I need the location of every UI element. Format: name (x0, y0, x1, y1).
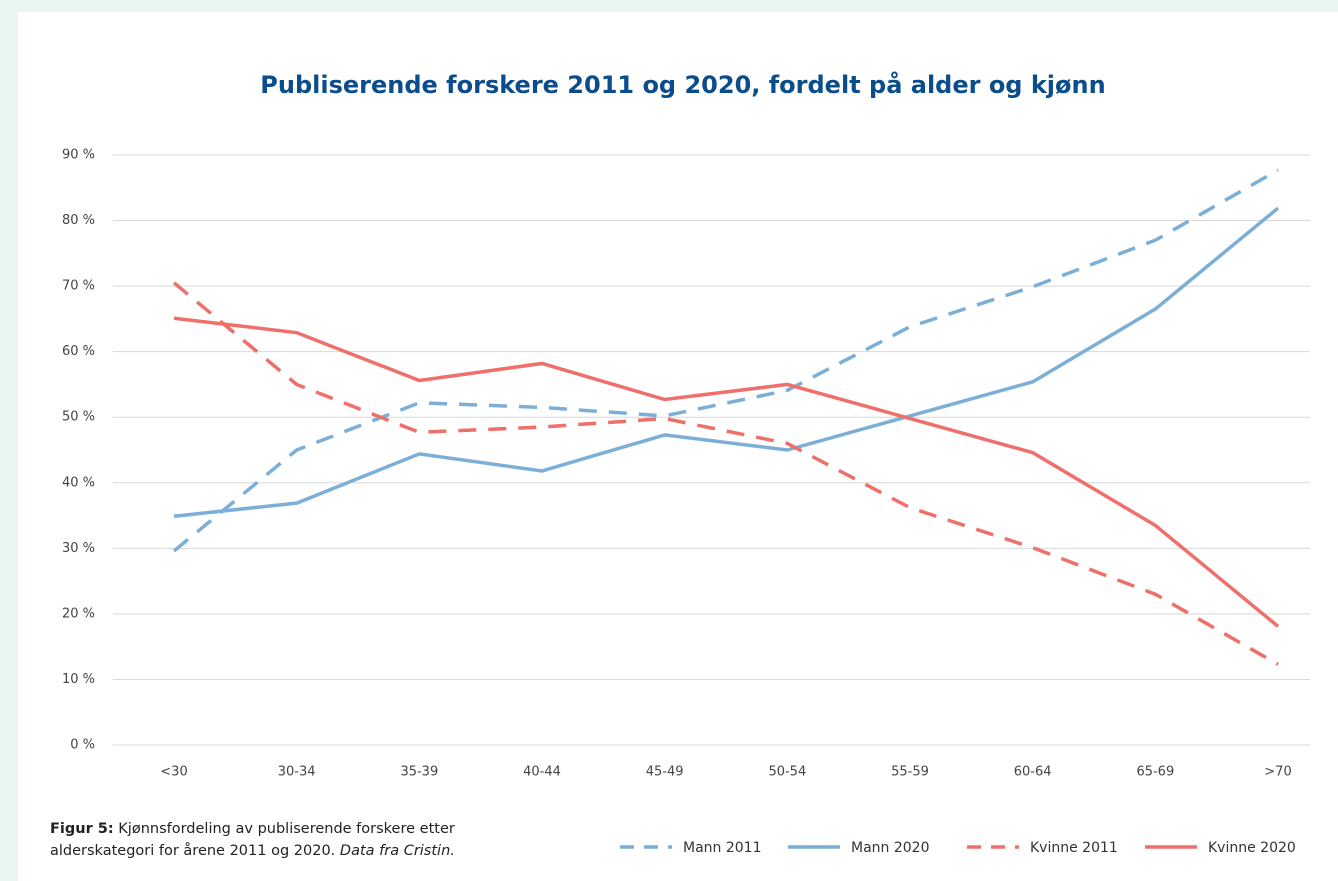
x-tick-label: 30-34 (278, 765, 316, 780)
y-tick-label: 80 % (62, 213, 95, 228)
y-tick-label: 20 % (62, 606, 95, 621)
y-tick-label: 50 % (62, 410, 95, 425)
x-tick-label: 55-59 (891, 765, 929, 780)
y-tick-label: 30 % (62, 541, 95, 556)
x-tick-label: 45-49 (646, 765, 684, 780)
y-tick-label: 70 % (62, 279, 95, 294)
y-tick-label: 90 % (62, 148, 95, 163)
series-line (173, 316, 1280, 628)
x-tick-label: 65-69 (1136, 765, 1174, 780)
legend-label: Mann 2020 (851, 840, 929, 856)
legend-label: Kvinne 2011 (1030, 840, 1118, 856)
x-tick-label: 40-44 (523, 765, 561, 780)
x-tick-label: >70 (1264, 765, 1291, 780)
series-line (172, 281, 1279, 666)
x-tick-label: 60-64 (1014, 765, 1052, 780)
chart-title: Publiserende forskere 2011 og 2020, ford… (260, 70, 1105, 99)
caption-text: Kjønnsfordeling av publiserende forskere… (50, 821, 455, 859)
legend-label: Kvinne 2020 (1208, 840, 1296, 856)
caption-source: Data fra Cristin. (339, 843, 455, 859)
legend-label: Mann 2011 (683, 840, 761, 856)
y-tick-label: 0 % (70, 738, 95, 753)
y-tick-label: 40 % (62, 475, 95, 490)
y-tick-label: 60 % (62, 344, 95, 359)
series-line (172, 168, 1279, 553)
caption-label: Figur 5: (50, 821, 114, 837)
card (18, 12, 1338, 881)
x-tick-label: 50-54 (768, 765, 806, 780)
series-line (173, 206, 1280, 518)
caption: Figur 5: Kjønnsfordeling av publiserende… (50, 818, 550, 862)
y-tick-label: 10 % (62, 672, 95, 687)
x-tick-label: 35-39 (400, 765, 438, 780)
x-tick-label: <30 (160, 765, 187, 780)
